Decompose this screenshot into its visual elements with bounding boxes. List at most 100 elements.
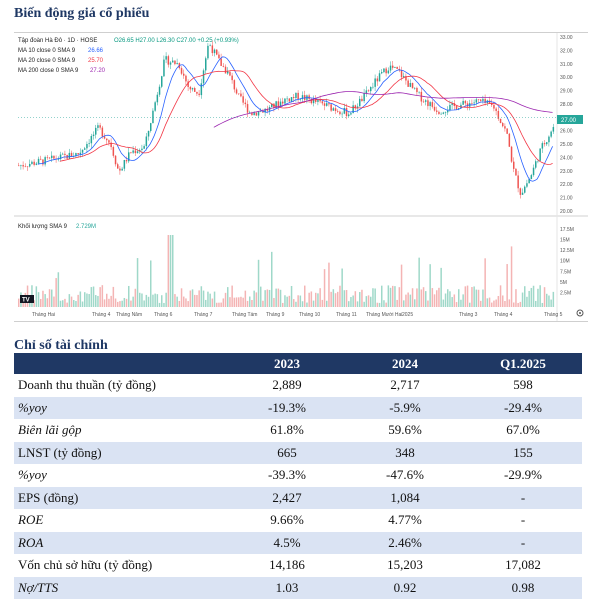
volume-bar [466,285,469,307]
candle-body [57,159,60,160]
ma20-label: MA 20 close 0 SMA 9 [18,58,76,64]
volume-bar [277,288,280,307]
candle-body [246,104,249,113]
candle-body [24,166,27,168]
candle-body [147,130,150,137]
volume-bar [451,297,453,307]
volume-bar [132,296,134,307]
header-cell-2023: 2023 [228,353,346,374]
table-header-row: 2023 2024 Q1.2025 [14,353,582,374]
candle-body [510,146,513,162]
candle-body [356,106,359,109]
candle-body [543,143,546,145]
candle-body [539,148,541,161]
volume-bar [352,295,354,307]
volume-bar [59,300,62,307]
volume-bar [293,299,295,307]
candle-body [218,54,220,59]
volume-bar [530,287,533,307]
volume-bar [147,296,150,307]
volume-bar [550,299,552,307]
header-cell-empty [14,353,228,374]
price-tick-label: 25.00 [560,142,573,148]
candle-body [145,136,148,147]
price-tick-label: 30.00 [560,75,573,81]
volume-bar [271,251,273,307]
price-tick-label: 28.00 [560,102,573,108]
row-label: Doanh thu thuần (tỷ đồng) [18,377,156,393]
volume-bar [411,288,414,307]
candle-body [444,112,447,113]
volume-bar [396,299,398,307]
volume-bar [183,296,185,307]
volume-bar [92,286,95,307]
cell-value: -47.6% [386,467,424,483]
header-cell-q1-2025: Q1.2025 [464,353,582,374]
time-tick-label: Tháng 7 [194,312,213,318]
volume-bar [469,302,471,307]
volume-bar [257,259,260,307]
volume-bar [35,286,38,307]
price-tick-label: 22.00 [560,182,573,188]
volume-bar [356,301,359,307]
candle-body [297,92,299,100]
candle-body [497,110,500,119]
candle-body [409,83,412,87]
candle-body [99,125,101,128]
volume-bar [398,287,401,307]
volume-bar [345,289,348,307]
settings-gear-icon[interactable] [576,309,584,317]
volume-bar [317,293,319,307]
volume-bar [51,289,53,307]
candle-body [75,153,77,157]
volume-bar [227,287,229,307]
chart-ohlc: O26.65 H27.00 L26.30 C27.00 +0.25 (+0.93… [114,38,239,44]
volume-bar [374,288,376,307]
candle-body [42,159,44,165]
volume-bar [491,302,493,307]
candle-body [383,68,385,73]
volume-bar [290,285,293,307]
volume-bar [81,301,84,307]
candle-body [90,135,93,144]
price-tag-badge [557,115,583,124]
time-tick-label: Tháng 10 [299,312,320,318]
price-tick-label: 20.00 [560,209,573,215]
candle-body [491,103,493,106]
volume-bar [495,299,497,307]
volume-tick-label: 2.5M [560,290,571,296]
volume-bar [40,298,42,307]
candle-body [235,89,238,94]
cell-value: -29.9% [504,467,542,483]
candle-body [95,127,97,135]
candle-body [227,71,229,74]
volume-bar [365,296,368,307]
row-label: Nợ/TTS [14,576,228,599]
candle-body [26,166,29,168]
candle-body [255,112,258,116]
candle-body [233,80,236,90]
volume-bar [136,258,139,307]
volume-bar [392,285,394,307]
candle-body [253,112,255,116]
volume-bar [64,298,66,307]
candle-body [473,102,475,104]
candle-body [106,138,108,141]
volume-bar [235,297,238,307]
candle-body [458,108,460,110]
volume-bar [282,302,284,307]
stock-chart-svg: 33.00 32.00 31.00 30.00 29.00 28.00 27.00 26.00… [14,33,588,321]
volume-bar [497,296,500,307]
volume-bar [524,286,526,307]
candle-body [92,134,95,136]
candle-body [244,102,247,105]
candle-body [20,165,22,166]
volume-bar [209,293,211,307]
candle-body [526,183,528,187]
candle-body [381,72,383,74]
volume-bar [88,294,90,307]
volume-bar [504,300,506,307]
volume-bar [211,298,214,307]
time-tick-label: Tháng Năm [116,312,142,318]
price-section-title: Biến động giá cổ phiếu [14,6,150,21]
